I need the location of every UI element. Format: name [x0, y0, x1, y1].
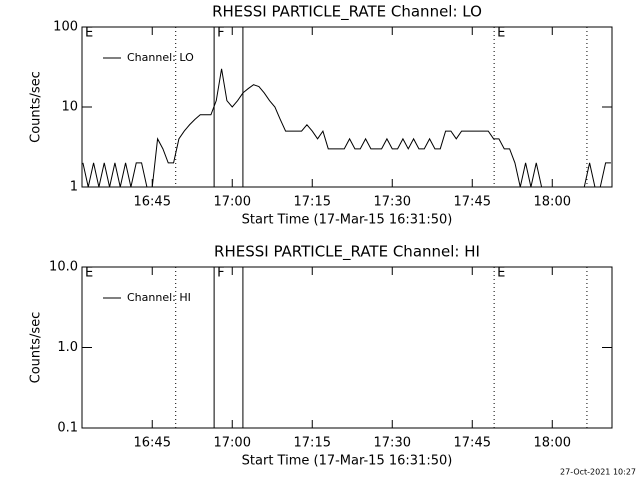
legend-label: Channel: HI [127, 291, 191, 304]
x-tick-label: 17:45 [454, 436, 491, 451]
x-tick-label: 16:45 [134, 436, 171, 451]
marker-label: E [497, 266, 505, 281]
legend-label: Channel: LO [127, 51, 194, 64]
x-tick-label: 17:00 [214, 436, 251, 451]
y-tick-label: 1 [70, 180, 78, 195]
marker-label: E [85, 266, 93, 281]
y-tick-label: 0.1 [57, 421, 78, 436]
chart-title: RHESSI PARTICLE_RATE Channel: LO [212, 3, 482, 22]
y-tick-label: 1.0 [57, 340, 78, 355]
marker-label: F [217, 26, 224, 41]
chart-title: RHESSI PARTICLE_RATE Channel: HI [214, 243, 480, 262]
y-tick-label: 10.0 [49, 260, 78, 275]
y-axis-label: Counts/sec [29, 312, 44, 384]
y-tick-label: 10 [61, 100, 78, 115]
x-tick-label: 17:45 [454, 195, 491, 210]
x-axis-label: Start Time (17-Mar-15 16:31:50) [242, 454, 453, 469]
marker-label: F [217, 266, 224, 281]
marker-label: E [85, 26, 93, 41]
x-tick-label: 17:15 [294, 195, 331, 210]
x-tick-label: 16:45 [134, 195, 171, 210]
x-tick-label: 17:15 [294, 436, 331, 451]
y-tick-label: 100 [53, 20, 78, 35]
marker-label: E [497, 26, 505, 41]
x-tick-label: 17:30 [374, 195, 411, 210]
x-axis-label: Start Time (17-Mar-15 16:31:50) [242, 213, 453, 228]
data-line [82, 68, 611, 188]
x-tick-label: 17:30 [374, 436, 411, 451]
x-tick-label: 17:00 [214, 195, 251, 210]
x-tick-label: 18:00 [534, 195, 571, 210]
y-axis-label: Counts/sec [29, 71, 44, 143]
x-tick-label: 18:00 [534, 436, 571, 451]
timestamp: 27-Oct-2021 10:27 [560, 468, 636, 477]
